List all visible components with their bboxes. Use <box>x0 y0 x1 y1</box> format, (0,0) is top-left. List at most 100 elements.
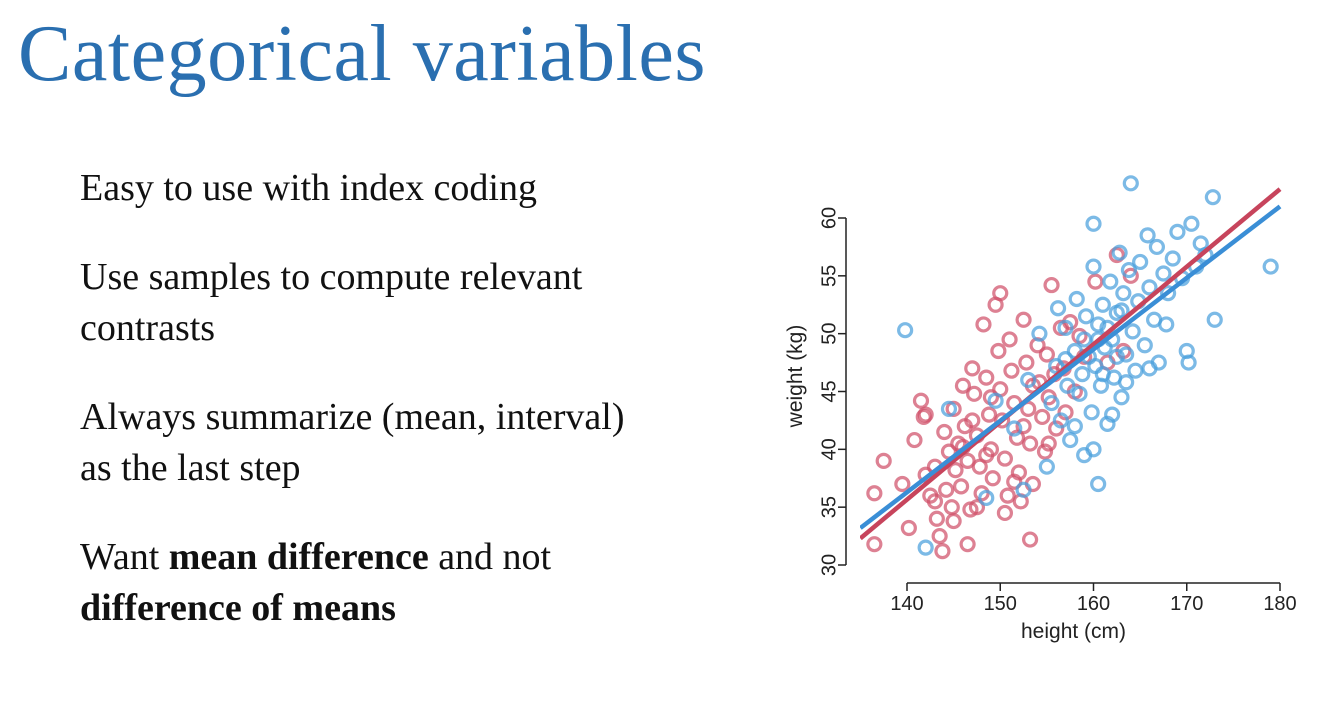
data-point-red <box>978 369 995 386</box>
data-point-red <box>1038 346 1055 363</box>
data-point-blue <box>1169 223 1186 240</box>
data-point-blue <box>1204 189 1221 206</box>
y-tick-label: 40 <box>818 438 840 460</box>
data-point-red <box>1001 331 1018 348</box>
data-point-blue <box>1115 285 1132 302</box>
data-point-blue <box>1074 366 1091 383</box>
bullet-list: Easy to use with index coding Use samples… <box>80 163 760 672</box>
data-point-blue <box>1020 371 1037 389</box>
data-point-red <box>931 527 948 545</box>
data-point-red <box>936 423 953 441</box>
data-point-red <box>971 458 988 475</box>
data-point-red <box>947 462 964 479</box>
data-point-blue <box>1038 458 1055 475</box>
data-point-blue <box>1124 323 1141 340</box>
data-point-red <box>917 406 934 423</box>
data-point-red <box>1006 473 1023 490</box>
bullet-bold-text: mean difference <box>168 536 429 578</box>
bullet-text: Want <box>80 536 169 578</box>
data-point-blue <box>1062 431 1079 449</box>
data-point-red <box>978 447 995 464</box>
bullet-item: Always summarize (mean, interval) as the … <box>80 392 760 494</box>
data-point-blue <box>1158 316 1175 333</box>
data-point-red <box>945 512 962 530</box>
data-point-red <box>875 452 892 469</box>
data-point-blue <box>1139 227 1156 244</box>
data-point-red <box>1003 362 1020 379</box>
y-tick-label: 45 <box>818 380 840 402</box>
data-point-red <box>964 412 981 429</box>
data-point-blue <box>1094 366 1111 383</box>
data-point-red <box>980 406 998 423</box>
data-point-blue <box>1057 319 1074 336</box>
data-point-blue <box>1160 285 1177 302</box>
data-point-red <box>1008 429 1026 446</box>
data-point-blue <box>1090 316 1107 333</box>
scatter-plot: 140 150 160 170 180 30 35 40 45 50 55 60 height (cm)… <box>784 175 1297 643</box>
y-tick-label: 55 <box>818 265 840 287</box>
data-point-red <box>934 543 951 560</box>
data-point-red <box>912 392 930 409</box>
data-point-blue <box>1155 265 1172 282</box>
data-point-red <box>1036 443 1054 460</box>
data-point-red <box>952 478 970 495</box>
data-point-blue <box>1090 475 1107 493</box>
data-point-red <box>984 470 1001 487</box>
regression-line-red <box>860 187 1282 541</box>
bullet-text: Always summarize (mean, interval) <box>80 396 625 438</box>
data-point-blue <box>1031 325 1048 342</box>
bullet-text: Easy to use with index coding <box>80 167 537 209</box>
data-point-blue <box>1183 215 1200 232</box>
data-point-blue <box>1006 420 1023 437</box>
data-point-red <box>866 485 883 502</box>
data-point-blue <box>1132 253 1149 271</box>
regression-line-blue <box>860 204 1282 530</box>
data-point-blue <box>1043 394 1060 412</box>
data-point-red <box>1040 435 1057 452</box>
data-point-blue <box>1118 346 1135 363</box>
bullet-item: Want mean difference and not difference o… <box>80 532 760 634</box>
x-axis-label: height (cm) <box>1021 620 1126 643</box>
data-point-red <box>1015 311 1032 328</box>
data-point-red <box>1034 408 1051 426</box>
data-point-red <box>1043 276 1060 294</box>
x-tick-label: 160 <box>1077 593 1110 615</box>
bullet-text: Use samples to compute relevant <box>80 256 583 298</box>
data-point-blue <box>1113 389 1130 406</box>
data-point-red <box>994 412 1011 429</box>
data-point-blue <box>1085 215 1102 232</box>
y-tick-label: 30 <box>818 554 840 576</box>
data-point-red <box>906 431 923 449</box>
data-point-red <box>990 342 1007 360</box>
data-point-red <box>1020 400 1037 417</box>
data-point-blue <box>940 400 958 417</box>
data-point-red <box>1018 354 1035 371</box>
data-point-blue <box>1052 412 1069 429</box>
data-point-blue <box>1049 300 1067 317</box>
data-point-blue <box>1085 441 1102 458</box>
y-axis-label: weight (kg) <box>784 325 807 429</box>
data-point-red <box>866 536 883 553</box>
bullet-item: Easy to use with index coding <box>80 163 760 214</box>
slide-title: Categorical variables <box>18 10 706 98</box>
data-point-blue <box>1164 250 1181 267</box>
data-point-red <box>943 499 960 516</box>
data-point-blue <box>1113 302 1130 319</box>
data-point-blue <box>1071 385 1088 402</box>
data-point-blue <box>1120 261 1138 279</box>
bullet-text: and not <box>428 536 552 578</box>
data-point-blue <box>1141 360 1158 377</box>
data-point-blue <box>1104 406 1121 423</box>
bullet-text: as the last step <box>80 447 301 489</box>
data-point-blue <box>917 539 934 556</box>
data-point-blue <box>1111 244 1128 261</box>
data-point-blue <box>978 489 995 507</box>
data-point-blue <box>897 322 914 339</box>
data-point-blue <box>1108 348 1125 365</box>
data-point-blue <box>1136 337 1153 354</box>
data-point-red <box>959 536 976 553</box>
bullet-text: contrasts <box>80 307 216 349</box>
data-point-red <box>992 285 1009 302</box>
data-point-blue <box>1180 354 1197 371</box>
data-point-blue <box>1083 404 1100 421</box>
